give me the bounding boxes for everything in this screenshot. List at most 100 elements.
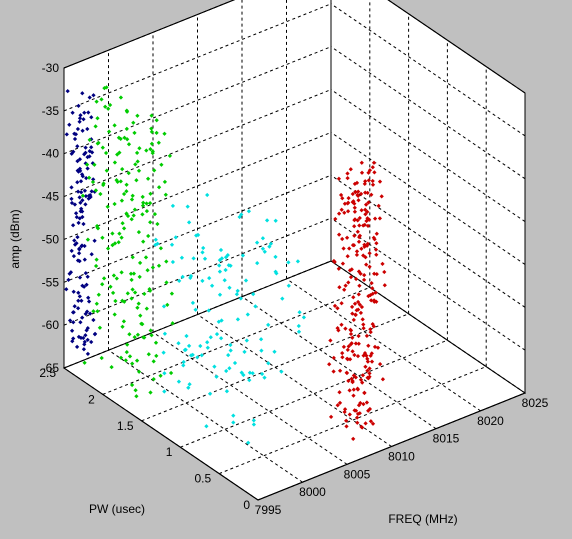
data-point [131, 213, 136, 218]
data-point [162, 389, 167, 394]
data-point [116, 135, 122, 140]
data-point [134, 150, 140, 156]
data-point [164, 280, 169, 285]
data-point [164, 259, 169, 264]
data-point [260, 246, 266, 251]
data-point [125, 137, 130, 142]
data-point [345, 254, 350, 259]
data-point [342, 407, 348, 412]
data-point [369, 298, 374, 303]
data-point [153, 237, 158, 242]
data-point [70, 223, 76, 228]
data-point [205, 345, 210, 350]
data-point [149, 129, 155, 135]
data-point [205, 192, 210, 198]
data-point [367, 366, 372, 371]
data-point [92, 162, 97, 167]
data-point [362, 181, 367, 187]
data-point [129, 217, 134, 222]
data-point [228, 342, 233, 348]
data-point [346, 344, 351, 349]
data-point [151, 359, 156, 364]
data-point [368, 329, 373, 335]
data-point [374, 271, 379, 277]
data-point [200, 250, 205, 255]
data-point [367, 374, 372, 379]
data-point [148, 328, 153, 333]
data-point [357, 215, 362, 221]
data-point [336, 176, 342, 181]
data-point [335, 403, 340, 408]
data-point [148, 191, 153, 196]
data-point [77, 166, 83, 171]
data-point [223, 255, 229, 260]
data-point [340, 350, 345, 356]
data-point [348, 327, 353, 332]
data-point [129, 277, 134, 283]
data-point [365, 368, 370, 373]
data-point [350, 335, 355, 340]
data-point [359, 160, 364, 165]
data-point [340, 236, 345, 242]
data-point [340, 261, 346, 266]
data-point [361, 326, 366, 331]
data-point [85, 166, 90, 171]
data-point [332, 303, 338, 309]
data-point [224, 368, 229, 374]
data-point [170, 321, 175, 326]
data-point [77, 246, 82, 251]
data-point [363, 421, 368, 426]
x-tick-label: 8025 [522, 396, 549, 410]
data-point [118, 95, 124, 100]
data-point [239, 370, 244, 375]
data-point [355, 218, 360, 223]
data-point [353, 341, 359, 346]
data-point [366, 343, 371, 348]
data-point [234, 292, 240, 297]
data-point [242, 349, 247, 355]
data-point [83, 202, 88, 207]
data-point [86, 110, 91, 115]
data-point [377, 216, 383, 221]
data-point [93, 188, 99, 193]
data-point [328, 338, 333, 343]
data-point [80, 91, 85, 96]
data-point [87, 137, 92, 143]
data-point [352, 209, 358, 214]
data-point [370, 182, 376, 187]
data-point [342, 287, 347, 292]
data-point [370, 178, 375, 184]
data-point [72, 238, 77, 243]
data-point [272, 349, 277, 354]
data-point [167, 153, 173, 159]
data-point [344, 424, 349, 429]
data-point [359, 170, 365, 175]
data-point [374, 231, 379, 236]
data-point [152, 211, 158, 217]
data-point [365, 216, 370, 221]
data-point [162, 331, 168, 336]
data-point [371, 324, 376, 329]
data-point [107, 102, 113, 108]
series-1 [64, 88, 98, 357]
data-point [343, 326, 348, 331]
data-point [286, 283, 291, 288]
data-point [350, 349, 355, 354]
data-point [89, 189, 94, 194]
data-point [129, 197, 135, 202]
data-point [356, 292, 361, 297]
data-point [279, 369, 284, 374]
data-point [349, 267, 354, 272]
data-point [206, 308, 211, 313]
data-point [246, 440, 251, 445]
data-point [136, 229, 142, 235]
data-point [112, 241, 118, 246]
data-point [151, 376, 156, 382]
data-point [353, 189, 358, 195]
data-point [351, 295, 356, 300]
data-point [367, 371, 372, 376]
data-point [295, 259, 301, 264]
data-point [205, 340, 210, 345]
data-point [148, 390, 153, 395]
